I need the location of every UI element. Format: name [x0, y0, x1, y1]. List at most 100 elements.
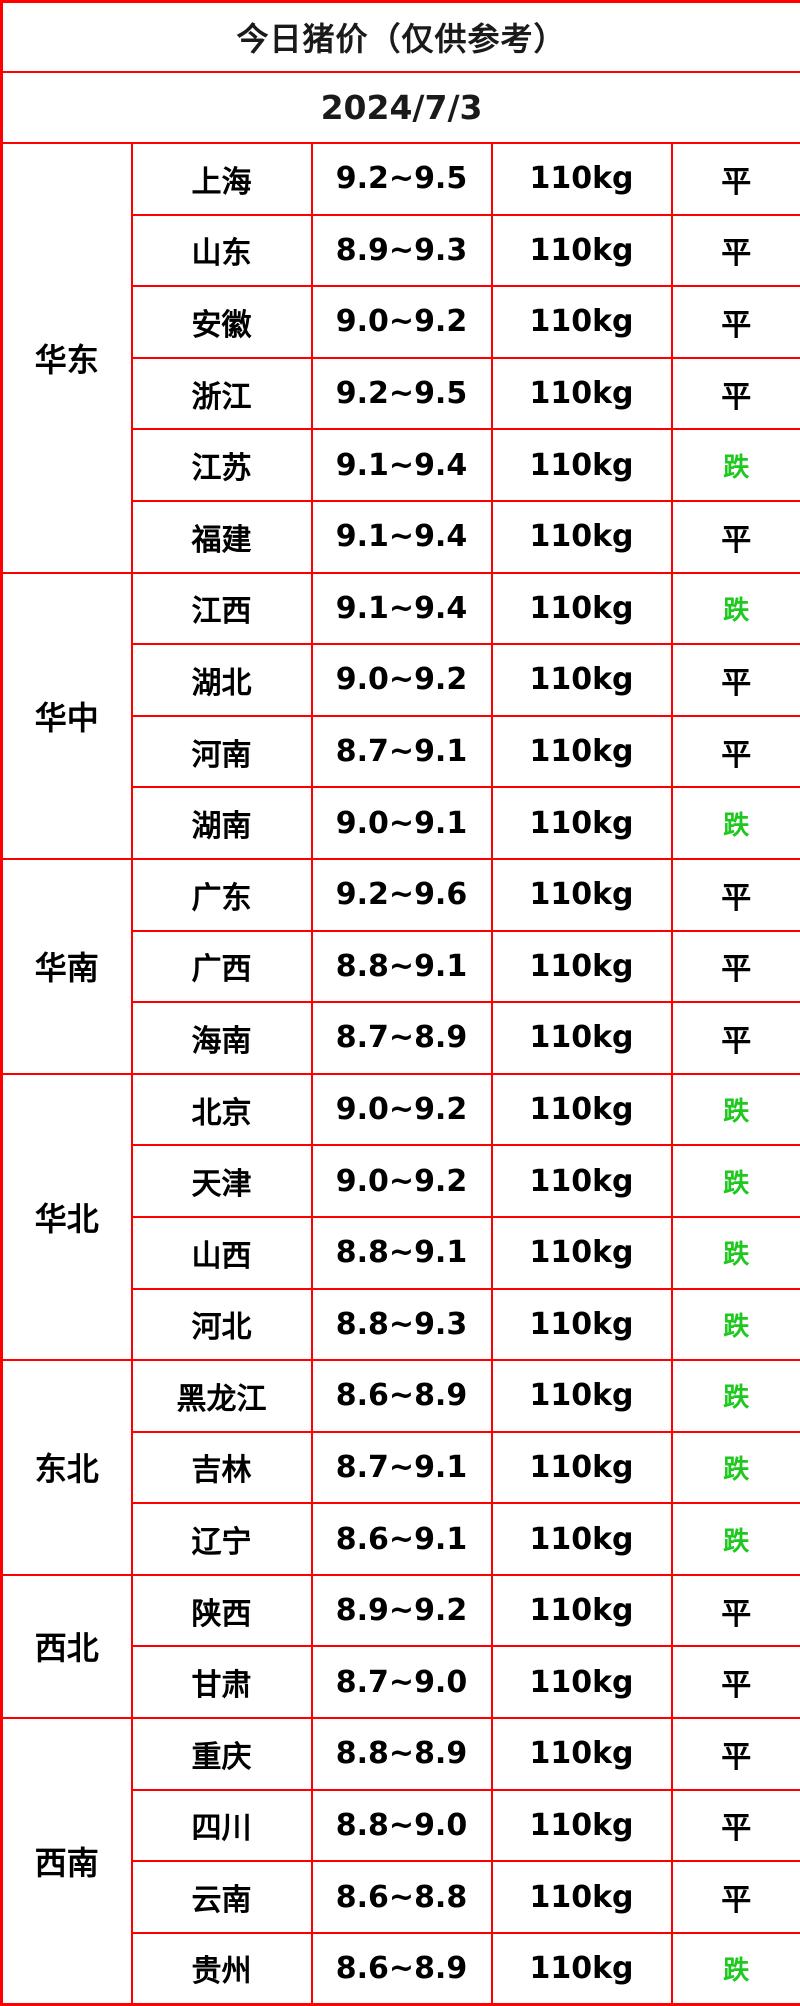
province-cell: 黑龙江 — [130, 1359, 313, 1433]
price-cell: 9.2~9.5 — [310, 356, 493, 431]
price-row: 华中 江西 9.1~9.4 110kg 跌 — [0, 571, 800, 860]
province-cell: 天津 — [130, 1144, 313, 1218]
province-cell: 山东 — [130, 213, 313, 288]
price-row: 广西 8.8~9.1 110kg 平 — [2, 929, 800, 1004]
weight-cell: 110kg — [490, 1215, 673, 1290]
weight-cell: 110kg — [490, 1717, 673, 1791]
status-cell: 平 — [670, 285, 800, 359]
weight-cell: 110kg — [490, 1860, 673, 1934]
status-cell: 跌 — [670, 571, 800, 646]
price-row: 东北 黑龙江 8.6~8.9 110kg 跌 — [0, 1359, 800, 1576]
price-row: 华南 广东 9.2~9.6 110kg 平 — [0, 857, 800, 1075]
price-row: 四川 8.8~9.0 110kg 平 — [2, 1788, 800, 1863]
region-cell: 西南 — [0, 1717, 133, 2006]
weight-cell: 110kg — [490, 1430, 673, 1505]
price-cell: 8.7~9.0 — [310, 1645, 493, 1720]
status-cell: 跌 — [670, 1144, 800, 1218]
price-row: 甘肃 8.7~9.0 110kg 平 — [2, 1645, 800, 1720]
price-row: 浙江 9.2~9.5 110kg 平 — [2, 356, 800, 431]
region-cell: 华东 — [0, 142, 133, 574]
weight-cell: 110kg — [490, 1931, 673, 2006]
status-cell: 跌 — [670, 1502, 800, 1576]
weight-cell: 110kg — [490, 1645, 673, 1720]
weight-cell: 110kg — [490, 428, 673, 502]
weight-cell: 110kg — [490, 356, 673, 431]
date-row: 2024/7/3 — [0, 71, 800, 144]
price-cell: 9.2~9.6 — [310, 857, 493, 932]
price-cell: 9.0~9.2 — [310, 1072, 493, 1147]
weight-cell: 110kg — [490, 285, 673, 359]
province-cell: 广东 — [130, 857, 313, 932]
price-cell: 8.6~8.8 — [310, 1860, 493, 1934]
status-cell: 平 — [670, 499, 800, 574]
status-cell: 平 — [670, 356, 800, 431]
province-cell: 福建 — [130, 499, 313, 574]
province-cell: 湖南 — [130, 786, 313, 860]
price-cell: 8.8~9.1 — [310, 1215, 493, 1290]
price-cell: 9.0~9.2 — [310, 1144, 493, 1218]
price-row: 吉林 8.7~9.1 110kg 跌 — [2, 1430, 800, 1505]
province-cell: 山西 — [130, 1215, 313, 1290]
price-cell: 8.7~9.1 — [310, 1430, 493, 1505]
price-row: 云南 8.6~8.8 110kg 平 — [2, 1860, 800, 1934]
weight-cell: 110kg — [490, 643, 673, 717]
status-cell: 跌 — [670, 1931, 800, 2006]
province-cell: 上海 — [130, 142, 313, 216]
status-cell: 平 — [670, 1717, 800, 1791]
region-cell: 华南 — [0, 857, 133, 1075]
price-cell: 9.0~9.1 — [310, 786, 493, 860]
price-row: 湖南 9.0~9.1 110kg 跌 — [2, 786, 800, 860]
weight-cell: 110kg — [490, 213, 673, 288]
price-cell: 8.6~8.9 — [310, 1931, 493, 2006]
region-cell: 西北 — [0, 1573, 133, 1720]
price-cell: 8.8~9.0 — [310, 1788, 493, 1863]
province-cell: 浙江 — [130, 356, 313, 431]
weight-cell: 110kg — [490, 571, 673, 646]
price-row: 河南 8.7~9.1 110kg 平 — [2, 714, 800, 789]
region-cell: 华北 — [0, 1072, 133, 1362]
weight-cell: 110kg — [490, 499, 673, 574]
price-cell: 8.8~9.3 — [310, 1287, 493, 1362]
status-cell: 平 — [670, 213, 800, 288]
price-cell: 8.7~9.1 — [310, 714, 493, 789]
province-cell: 海南 — [130, 1001, 313, 1075]
price-row: 天津 9.0~9.2 110kg 跌 — [2, 1144, 800, 1218]
province-cell: 甘肃 — [130, 1645, 313, 1720]
status-cell: 平 — [670, 142, 800, 216]
weight-cell: 110kg — [490, 1573, 673, 1648]
weight-cell: 110kg — [490, 1502, 673, 1576]
province-cell: 陕西 — [130, 1573, 313, 1648]
region-cell: 东北 — [0, 1359, 133, 1576]
weight-cell: 110kg — [490, 1072, 673, 1147]
status-cell: 跌 — [670, 428, 800, 502]
weight-cell: 110kg — [490, 857, 673, 932]
price-cell: 9.1~9.4 — [310, 499, 493, 574]
price-cell: 9.1~9.4 — [310, 428, 493, 502]
price-cell: 8.9~9.2 — [310, 1573, 493, 1648]
price-row: 山东 8.9~9.3 110kg 平 — [2, 213, 800, 288]
weight-cell: 110kg — [490, 142, 673, 216]
status-cell: 跌 — [670, 1072, 800, 1147]
province-cell: 四川 — [130, 1788, 313, 1863]
status-cell: 平 — [670, 714, 800, 789]
status-cell: 平 — [670, 1573, 800, 1648]
status-cell: 平 — [670, 1860, 800, 1934]
province-cell: 广西 — [130, 929, 313, 1004]
price-row: 山西 8.8~9.1 110kg 跌 — [2, 1215, 800, 1290]
price-row: 湖北 9.0~9.2 110kg 平 — [2, 643, 800, 717]
status-cell: 平 — [670, 929, 800, 1004]
page-title: 今日猪价（仅供参考） — [0, 0, 800, 73]
price-row: 江苏 9.1~9.4 110kg 跌 — [2, 428, 800, 502]
status-cell: 平 — [670, 643, 800, 717]
price-cell: 8.8~8.9 — [310, 1717, 493, 1791]
price-table-body: 华东 上海 9.2~9.5 110kg 平山东 8.9~9.3 110kg 平安徽 9.0~9.… — [0, 142, 800, 2006]
price-row: 华东 上海 9.2~9.5 110kg 平 — [0, 142, 800, 574]
weight-cell: 110kg — [490, 1287, 673, 1362]
price-cell: 8.9~9.3 — [310, 213, 493, 288]
price-cell: 8.8~9.1 — [310, 929, 493, 1004]
province-cell: 河南 — [130, 714, 313, 789]
status-cell: 跌 — [670, 1287, 800, 1362]
weight-cell: 110kg — [490, 786, 673, 860]
status-cell: 跌 — [670, 1359, 800, 1433]
